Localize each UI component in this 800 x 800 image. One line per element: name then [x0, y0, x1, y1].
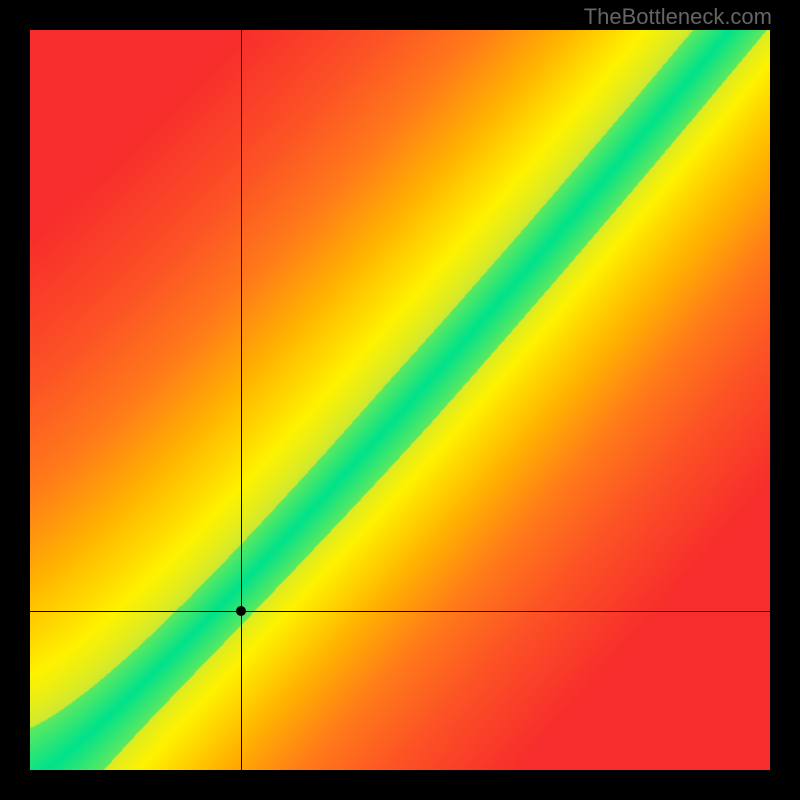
crosshair-horizontal [30, 611, 770, 612]
heatmap-plot [30, 30, 770, 770]
selection-marker [236, 606, 246, 616]
watermark-text: TheBottleneck.com [584, 4, 772, 30]
heatmap-canvas [30, 30, 770, 770]
crosshair-vertical [241, 30, 242, 770]
